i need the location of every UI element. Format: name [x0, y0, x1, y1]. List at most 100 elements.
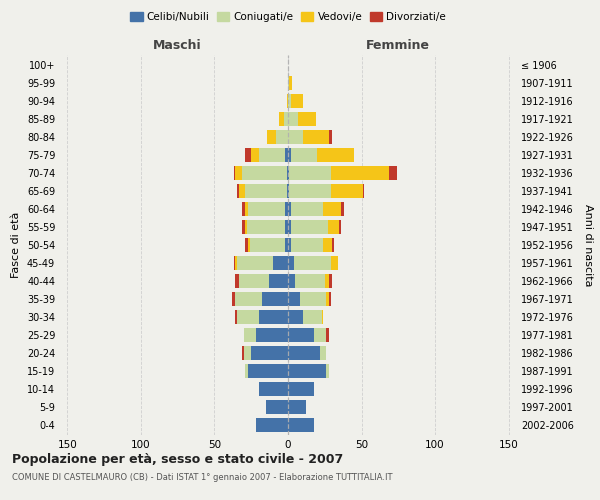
Bar — [248, 202, 285, 216]
Bar — [235, 310, 236, 324]
Bar — [389, 166, 397, 180]
Bar — [288, 310, 303, 324]
Bar — [291, 94, 303, 108]
Bar — [325, 274, 329, 288]
Bar — [287, 184, 288, 198]
Bar — [291, 148, 317, 162]
Bar — [288, 256, 294, 270]
Bar — [266, 400, 288, 414]
Bar — [276, 130, 288, 144]
Bar — [248, 364, 288, 378]
Bar — [250, 238, 285, 252]
Bar — [288, 148, 291, 162]
Bar — [289, 76, 292, 90]
Bar — [235, 274, 239, 288]
Bar — [317, 148, 354, 162]
Bar — [233, 166, 235, 180]
Bar — [285, 220, 288, 234]
Bar — [288, 166, 289, 180]
Bar — [322, 310, 323, 324]
Bar — [288, 184, 289, 198]
Bar — [245, 220, 247, 234]
Bar — [288, 346, 320, 360]
Bar — [300, 292, 326, 306]
Bar — [239, 184, 245, 198]
Bar — [331, 184, 363, 198]
Bar — [326, 328, 329, 342]
Y-axis label: Anni di nascita: Anni di nascita — [583, 204, 593, 286]
Bar — [287, 166, 288, 180]
Text: Femmine: Femmine — [367, 40, 430, 52]
Bar — [232, 292, 235, 306]
Bar — [288, 238, 291, 252]
Bar — [242, 346, 244, 360]
Bar — [288, 418, 314, 432]
Bar — [284, 112, 288, 126]
Bar — [247, 220, 285, 234]
Bar — [279, 112, 284, 126]
Bar — [314, 328, 326, 342]
Bar — [259, 382, 288, 396]
Bar — [331, 166, 389, 180]
Bar — [288, 112, 298, 126]
Bar — [291, 202, 323, 216]
Bar — [288, 292, 300, 306]
Bar — [328, 220, 340, 234]
Bar — [326, 292, 329, 306]
Bar — [242, 220, 245, 234]
Bar — [268, 130, 276, 144]
Bar — [323, 202, 341, 216]
Bar — [285, 238, 288, 252]
Bar — [289, 166, 331, 180]
Bar — [363, 184, 364, 198]
Bar — [259, 310, 288, 324]
Bar — [262, 292, 288, 306]
Bar — [236, 256, 273, 270]
Bar — [245, 238, 248, 252]
Bar — [245, 202, 248, 216]
Bar — [303, 130, 329, 144]
Bar — [236, 184, 239, 198]
Bar — [288, 328, 314, 342]
Bar — [244, 328, 256, 342]
Bar — [289, 184, 331, 198]
Bar — [298, 112, 316, 126]
Bar — [233, 256, 235, 270]
Bar — [320, 346, 326, 360]
Bar — [251, 346, 288, 360]
Bar — [341, 202, 344, 216]
Bar — [245, 184, 287, 198]
Bar — [303, 310, 322, 324]
Bar — [326, 364, 329, 378]
Bar — [235, 292, 262, 306]
Text: COMUNE DI CASTELMAURO (CB) - Dati ISTAT 1° gennaio 2007 - Elaborazione TUTTITALI: COMUNE DI CASTELMAURO (CB) - Dati ISTAT … — [12, 472, 392, 482]
Bar — [256, 418, 288, 432]
Bar — [239, 274, 269, 288]
Bar — [235, 256, 236, 270]
Bar — [332, 238, 334, 252]
Bar — [294, 256, 331, 270]
Bar — [295, 274, 325, 288]
Bar — [331, 256, 338, 270]
Bar — [287, 94, 288, 108]
Bar — [248, 238, 250, 252]
Legend: Celibi/Nubili, Coniugati/e, Vedovi/e, Divorziati/e: Celibi/Nubili, Coniugati/e, Vedovi/e, Di… — [126, 8, 450, 26]
Bar — [269, 274, 288, 288]
Bar — [245, 148, 251, 162]
Bar — [288, 94, 291, 108]
Bar — [242, 202, 245, 216]
Bar — [288, 400, 305, 414]
Bar — [288, 202, 291, 216]
Bar — [288, 382, 314, 396]
Bar — [242, 166, 287, 180]
Bar — [251, 148, 259, 162]
Bar — [291, 238, 323, 252]
Bar — [288, 364, 326, 378]
Bar — [291, 220, 328, 234]
Bar — [329, 292, 331, 306]
Bar — [288, 130, 303, 144]
Y-axis label: Fasce di età: Fasce di età — [11, 212, 21, 278]
Bar — [245, 364, 248, 378]
Bar — [259, 148, 285, 162]
Bar — [235, 166, 242, 180]
